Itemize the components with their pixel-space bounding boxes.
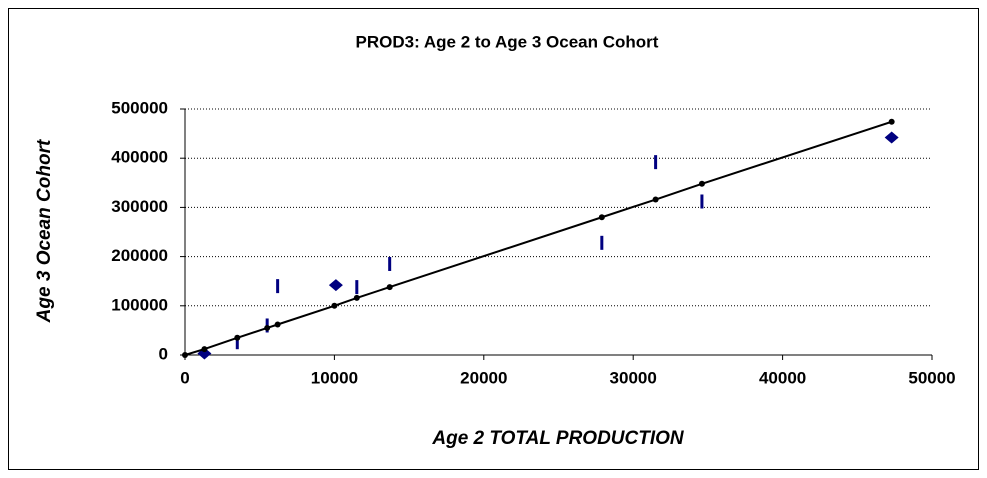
point <box>386 284 393 291</box>
y-tick-label: 0 <box>159 344 168 363</box>
point <box>698 180 705 187</box>
point <box>353 294 360 301</box>
x-tick-label: 40000 <box>759 368 806 387</box>
x-tick-label: 10000 <box>311 368 358 387</box>
y-tick-label: 300000 <box>111 197 168 216</box>
point <box>201 346 208 353</box>
point <box>888 118 895 125</box>
x-tick-label: 0 <box>180 368 189 387</box>
point <box>700 194 704 209</box>
x-tick-label: 30000 <box>610 368 657 387</box>
point <box>388 256 392 271</box>
point <box>654 155 658 170</box>
y-tick-label: 200000 <box>111 246 168 265</box>
point <box>652 196 659 203</box>
y-tick-label: 500000 <box>111 98 168 117</box>
x-tick-label: 20000 <box>460 368 507 387</box>
x-axis-label: Age 2 TOTAL PRODUCTION <box>431 428 685 449</box>
point <box>331 302 338 309</box>
y-tick-label: 400000 <box>111 148 168 167</box>
point <box>600 235 604 250</box>
y-tick-label: 100000 <box>111 295 168 314</box>
point <box>264 324 271 331</box>
point <box>182 352 188 358</box>
point <box>234 334 241 341</box>
x-tick-label: 50000 <box>908 368 955 387</box>
point <box>355 280 359 295</box>
point <box>884 131 899 144</box>
point <box>274 321 281 328</box>
point <box>235 335 239 350</box>
chart-title: PROD3: Age 2 to Age 3 Ocean Cohort <box>356 32 659 51</box>
y-axis-label: Age 3 Ocean Cohort <box>34 139 55 323</box>
point <box>276 279 280 294</box>
point <box>598 214 605 221</box>
point <box>328 279 343 292</box>
chart-border <box>8 8 979 470</box>
fit-line <box>184 120 892 356</box>
